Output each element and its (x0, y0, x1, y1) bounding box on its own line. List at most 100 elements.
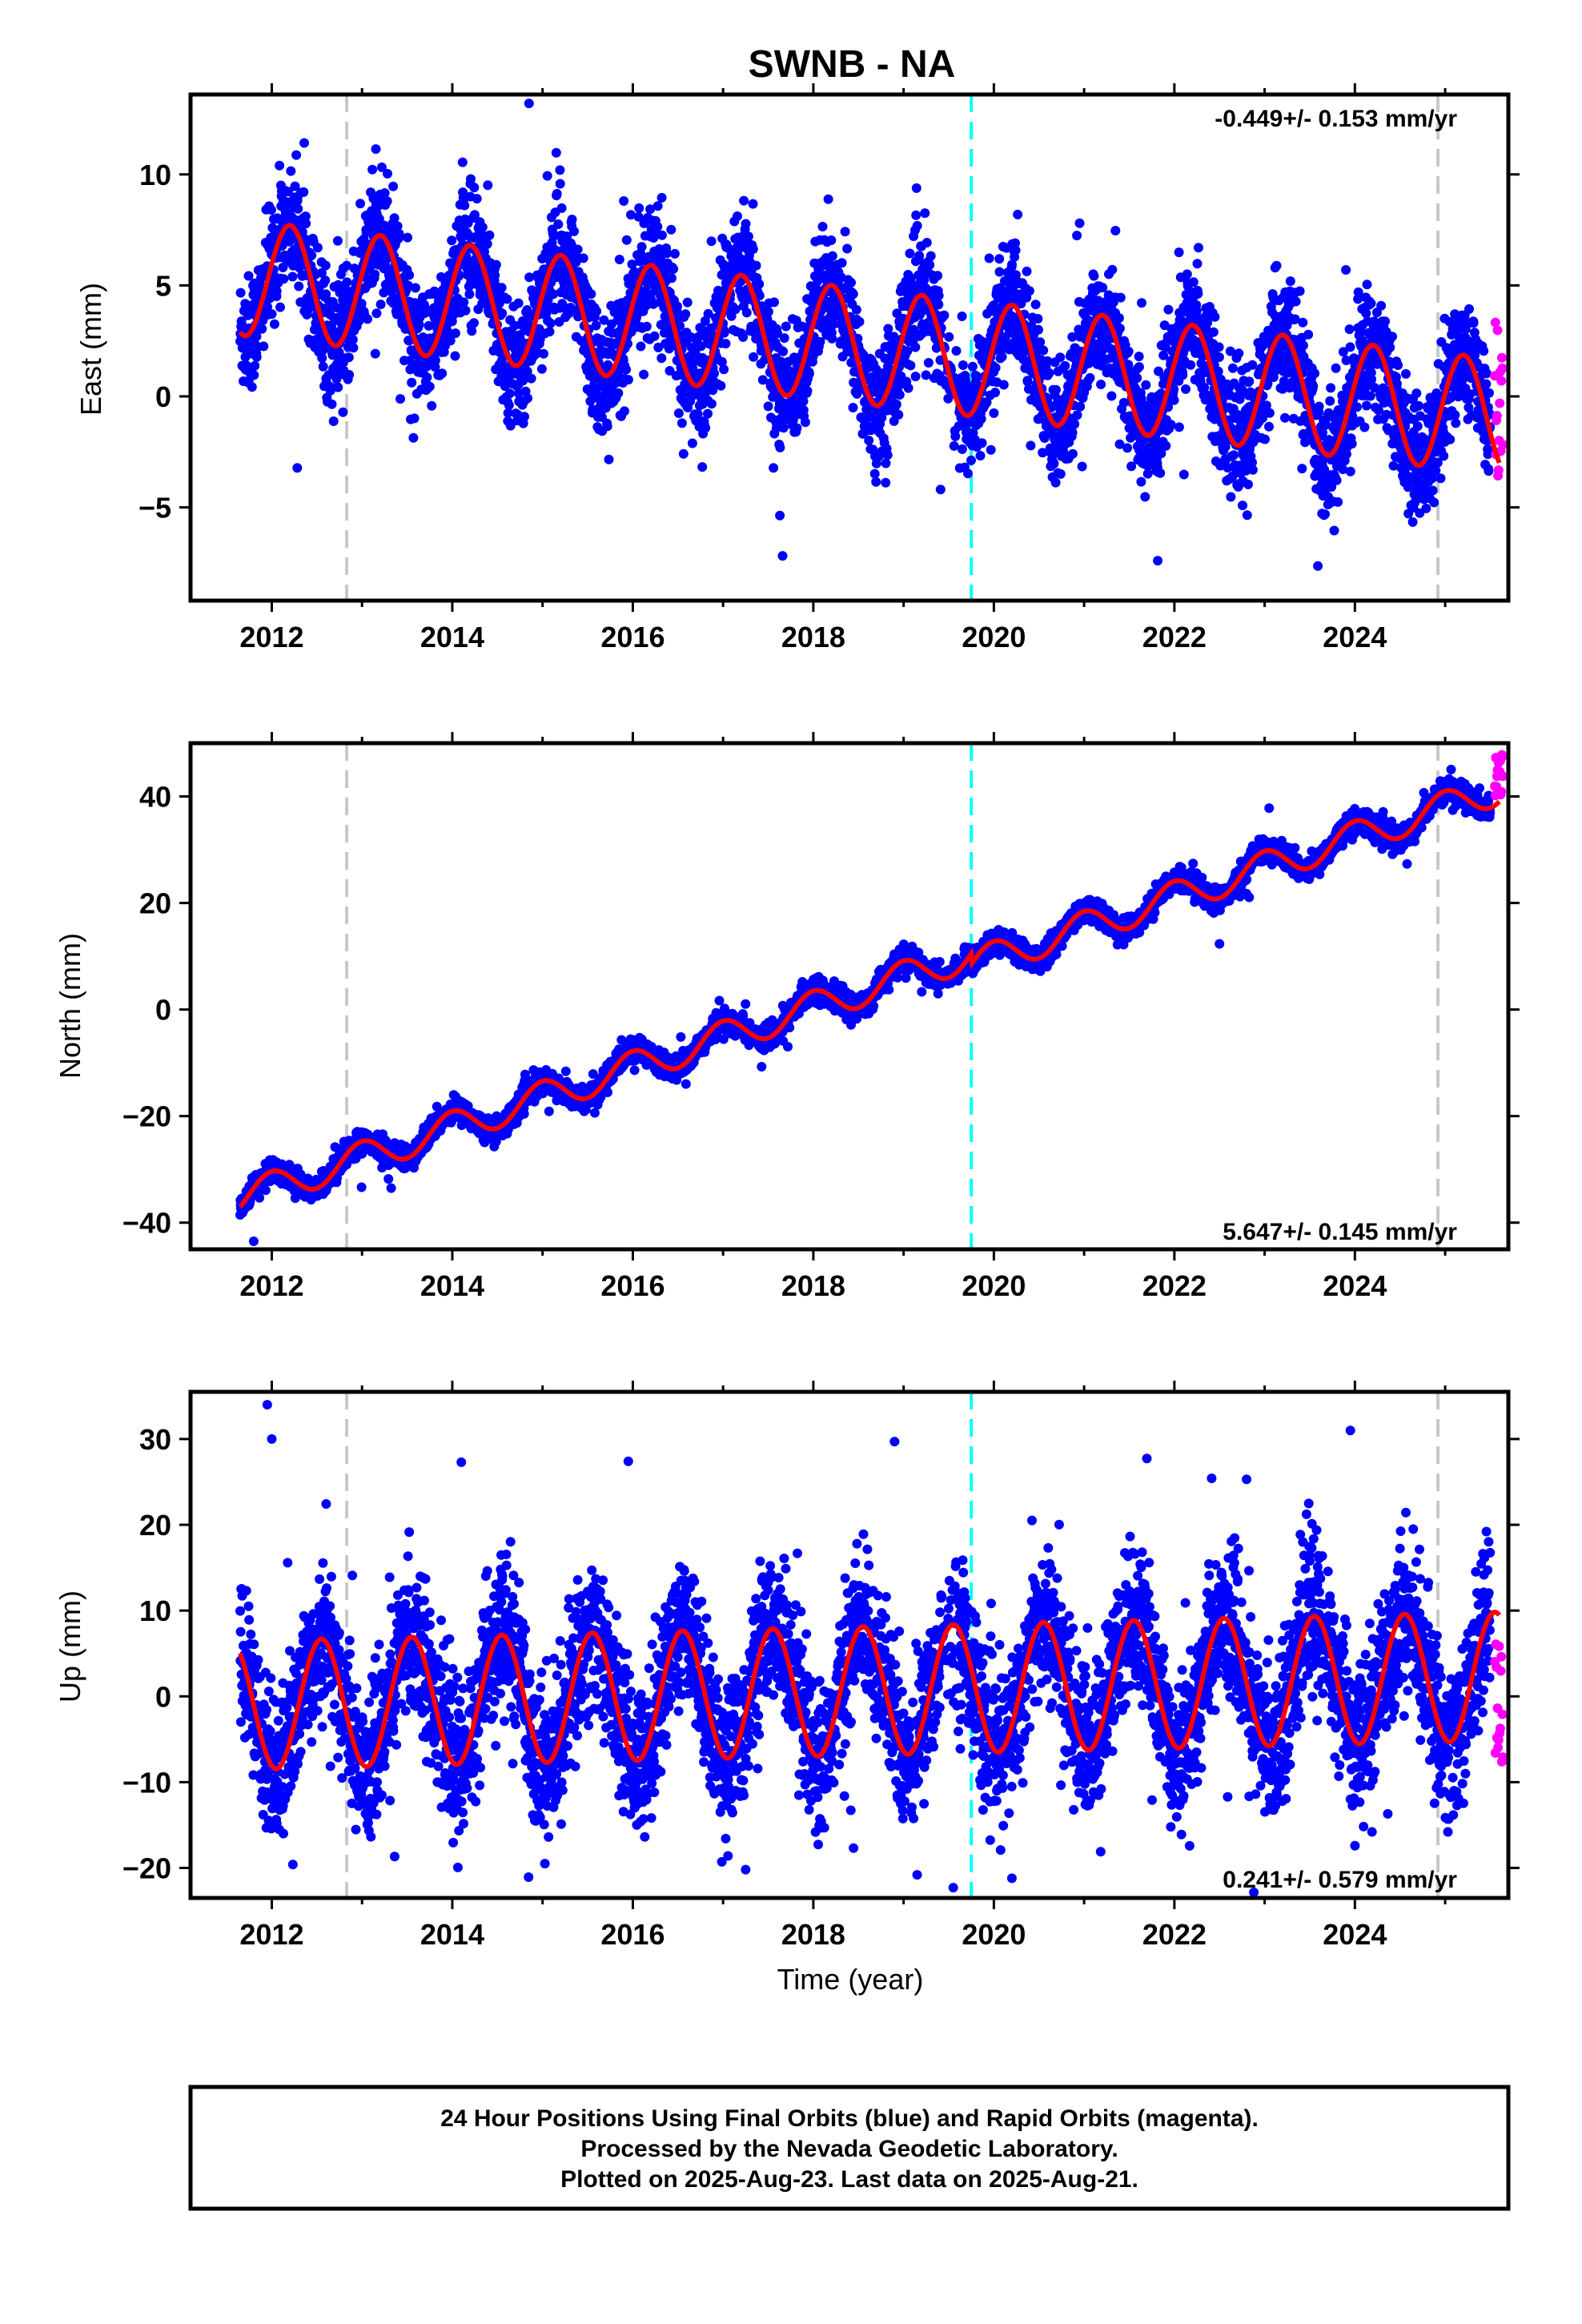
east-data-point (804, 368, 814, 379)
east-data-point (963, 468, 973, 479)
east-data-point (1055, 352, 1066, 363)
east-data-point (743, 231, 753, 242)
east-data-point (1106, 391, 1117, 401)
east-data-point (984, 253, 994, 263)
east-data-point (1300, 437, 1310, 448)
east-data-point (778, 346, 789, 356)
east-data-point (1050, 384, 1061, 395)
east-data-point (287, 271, 298, 282)
east-data-point (602, 421, 612, 432)
east-data-point (553, 219, 564, 229)
east-data-point (1271, 260, 1282, 271)
east-data-point (1026, 440, 1036, 451)
east-data-point (636, 341, 646, 352)
east-data-point (1060, 360, 1070, 371)
east-data-point (251, 332, 262, 342)
east-data-point (403, 280, 413, 291)
east-data-point (666, 273, 677, 283)
east-data-point (697, 462, 708, 472)
east-data-point (318, 361, 328, 372)
east-data-point (1010, 245, 1021, 255)
east-data-point (851, 304, 861, 315)
east-data-point (1070, 419, 1080, 429)
east-data-point (1114, 324, 1125, 334)
east-data-point (1034, 324, 1043, 335)
east-data-point (389, 213, 400, 223)
east-data-point (520, 412, 529, 422)
east-data-point (748, 199, 758, 209)
east-data-point (769, 297, 779, 308)
east-data-point (1347, 439, 1357, 449)
east-data-point (1362, 279, 1372, 290)
east-data-point (957, 312, 967, 321)
east-data-point (721, 339, 731, 349)
east-data-point (1166, 420, 1176, 430)
east-data-point (926, 251, 936, 261)
east-data-point (1235, 394, 1245, 404)
east-data-point (1464, 304, 1474, 314)
east-data-point (1208, 327, 1219, 337)
east-data-point (652, 222, 663, 232)
east-data-point (502, 294, 512, 304)
east-data-point (894, 390, 905, 400)
east-data-point (998, 380, 1009, 390)
east-data-point (792, 423, 802, 433)
east-data-point (1072, 410, 1082, 420)
east-data-point (1188, 277, 1199, 287)
east-data-point (235, 287, 246, 298)
east-data-point (827, 333, 837, 344)
east-data-point (976, 414, 986, 424)
east-data-point (687, 438, 697, 448)
east-data-point (848, 289, 858, 300)
east-data-point (881, 458, 891, 468)
east-data-point (1313, 561, 1323, 571)
east-data-point (1122, 443, 1133, 453)
east-data-point (450, 351, 460, 361)
east-data-point (321, 289, 331, 300)
east-data-point (1331, 475, 1342, 485)
east-data-point (1181, 384, 1191, 394)
east-data-point (317, 353, 327, 364)
east-data-point (933, 271, 943, 281)
east-data-point (949, 440, 959, 451)
east-data-point (1114, 313, 1124, 324)
east-data-point (469, 183, 480, 193)
east-data-point (592, 306, 602, 316)
east-data-point (914, 251, 925, 261)
east-data-point (741, 308, 752, 318)
east-data-point (826, 235, 837, 245)
east-data-point (1393, 360, 1403, 370)
east-data-point (677, 418, 687, 428)
east-data-point (271, 286, 282, 296)
east-data-point (639, 369, 649, 380)
east-data-point (388, 181, 399, 191)
east-data-point (1033, 314, 1043, 324)
east-data-point (1049, 458, 1059, 468)
east-data-point (881, 477, 891, 488)
east-data-point (706, 399, 717, 409)
east-data-point (716, 380, 726, 391)
east-data-point (709, 368, 719, 379)
east-data-point (464, 289, 475, 300)
east-data-point (363, 314, 372, 324)
east-data-point (482, 239, 492, 249)
east-data-point (1297, 464, 1307, 474)
east-data-point (263, 302, 272, 312)
east-data-point (1451, 418, 1461, 428)
east-data-point (249, 370, 259, 380)
east-data-point (1238, 501, 1247, 511)
east-data-point (404, 270, 415, 280)
east-data-point (1044, 368, 1054, 378)
east-data-point (997, 352, 1007, 362)
east-data-point (779, 333, 789, 344)
east-data-point (958, 360, 968, 370)
east-data-point (1344, 324, 1355, 335)
east-data-point (1075, 401, 1086, 412)
east-data-point (666, 224, 677, 235)
east-data-point (338, 407, 348, 417)
east-data-point (1359, 422, 1370, 432)
east-data-point (656, 230, 667, 240)
east-data-point (923, 358, 934, 368)
east-data-point (320, 260, 331, 271)
